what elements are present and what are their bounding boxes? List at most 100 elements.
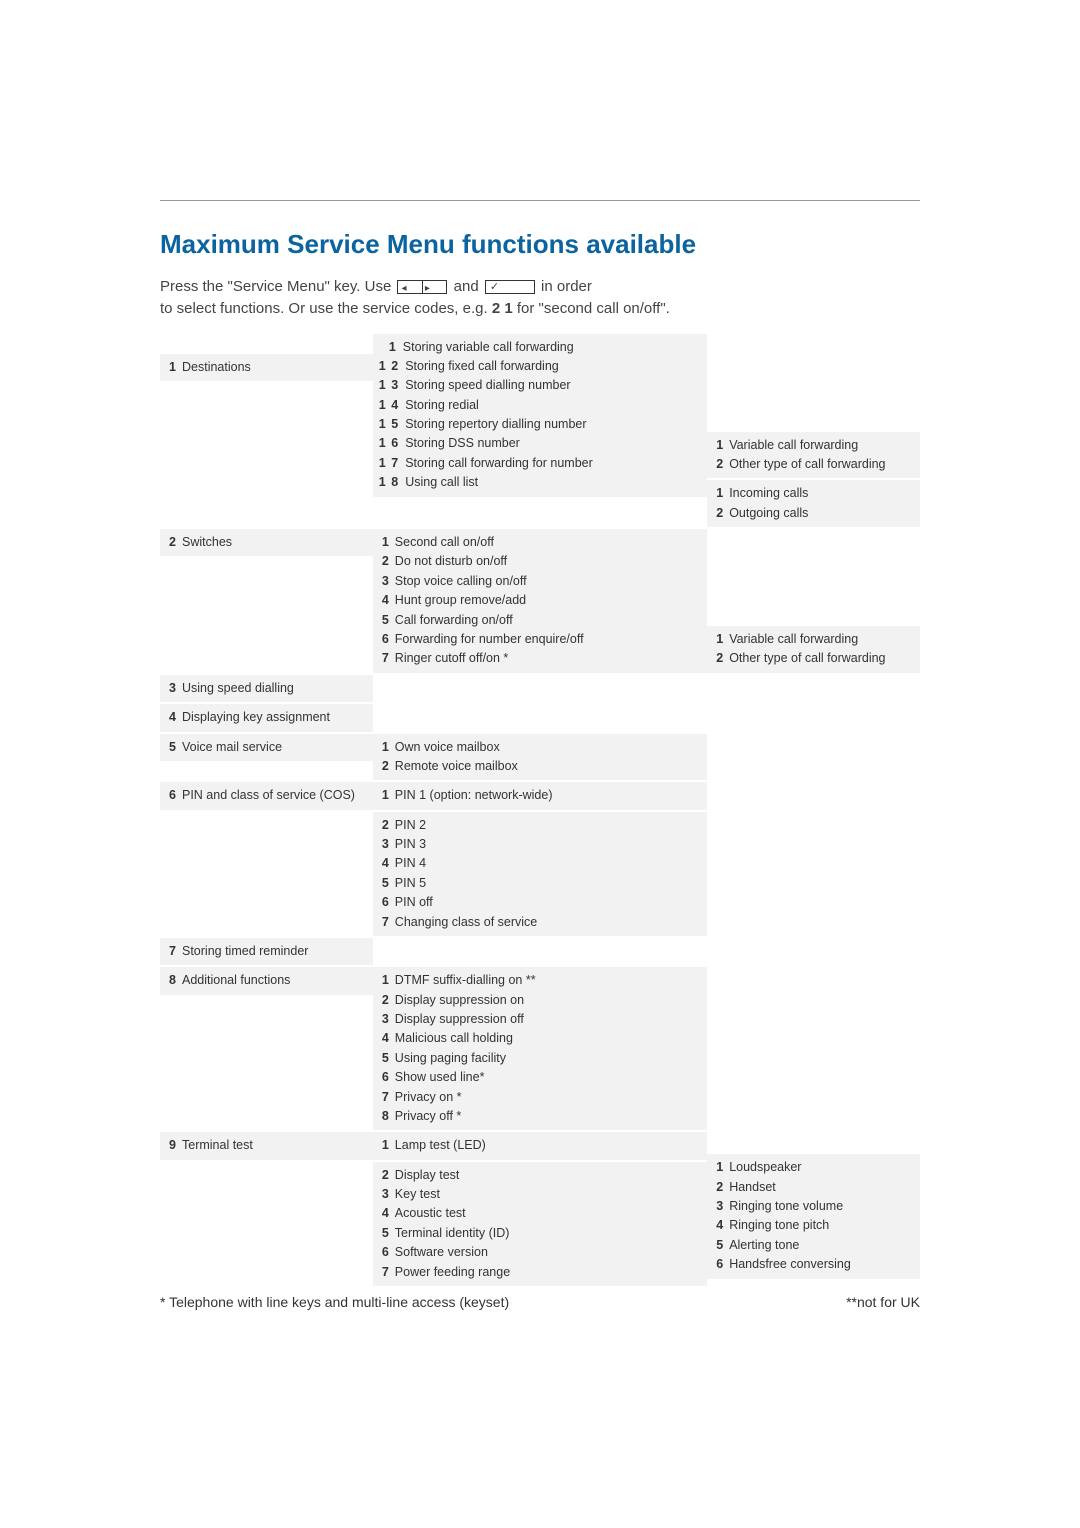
l: Own voice mailbox <box>395 738 701 757</box>
l: Loudspeaker <box>729 1158 914 1177</box>
l: Privacy off * <box>395 1107 701 1126</box>
n: 1 <box>713 1158 729 1177</box>
n: 3 <box>379 1185 395 1204</box>
footnote: * Telephone with line keys and multi-lin… <box>160 1294 920 1310</box>
l: PIN off <box>395 893 701 912</box>
menu-6: 6PIN and class of service (COS) <box>160 782 373 811</box>
n: 4 <box>166 708 182 727</box>
n: 6 <box>379 1068 395 1087</box>
l: Acoustic test <box>395 1204 701 1223</box>
l: Forwarding for number enquire/off <box>395 630 701 649</box>
n: 1 <box>379 786 395 805</box>
l: Using paging facility <box>395 1049 701 1068</box>
n: 1 8 <box>379 473 405 492</box>
n: 1 3 <box>379 376 405 395</box>
n: 8 <box>379 1107 395 1126</box>
l: Ringing tone volume <box>729 1197 914 1216</box>
menu-3: 3Using speed dialling <box>160 675 373 704</box>
l: Storing fixed call forwarding <box>405 357 701 376</box>
n: 6 <box>166 786 182 805</box>
n: 2 <box>713 649 729 668</box>
n: 2 <box>379 1166 395 1185</box>
n: 5 <box>379 1224 395 1243</box>
menu-1-right-2: 1Incoming calls 2Outgoing calls <box>707 480 920 529</box>
l: Display suppression off <box>395 1010 701 1029</box>
l: Storing DSS number <box>405 434 701 453</box>
n: 7 <box>379 913 395 932</box>
n: 4 <box>379 1029 395 1048</box>
l: Software version <box>395 1243 701 1262</box>
n: 1 5 <box>379 415 405 434</box>
menu-2: 2Switches <box>160 529 373 558</box>
n: 1 <box>379 533 395 552</box>
l: Malicious call holding <box>395 1029 701 1048</box>
top-rule <box>160 200 920 201</box>
l: Stop voice calling on/off <box>395 572 701 591</box>
menu-9-right: 1Loudspeaker 2Handset 3Ringing tone volu… <box>707 1154 920 1280</box>
n: 3 <box>166 679 182 698</box>
menu-9-sub1: 1Lamp test (LED) <box>373 1132 707 1161</box>
menu-1-num: 1 <box>166 358 182 377</box>
l: Second call on/off <box>395 533 701 552</box>
l: PIN 5 <box>395 874 701 893</box>
l: Storing call forwarding for number <box>405 454 701 473</box>
menu-1-right-1: 1Variable call forwarding 2Other type of… <box>707 432 920 481</box>
l: Remote voice mailbox <box>395 757 701 776</box>
n: 6 <box>379 893 395 912</box>
intro-bold: 2 1 <box>492 300 513 317</box>
l: Incoming calls <box>729 484 914 503</box>
l: Key test <box>395 1185 701 1204</box>
n: 4 <box>379 1204 395 1223</box>
n: 3 <box>713 1197 729 1216</box>
l: Storing speed dialling number <box>405 376 701 395</box>
menu-table: 1Destinations 1Storing variable call for… <box>160 334 920 1288</box>
menu-5: 5Voice mail service <box>160 734 373 763</box>
n: 2 <box>166 533 182 552</box>
menu-7: 7Storing timed reminder <box>160 938 373 967</box>
l: Ringing tone pitch <box>729 1216 914 1235</box>
n: 1 4 <box>379 396 405 415</box>
n: 6 <box>713 1255 729 1274</box>
l: Storing redial <box>405 396 701 415</box>
l: Other type of call forwarding <box>729 455 914 474</box>
l: Ringer cutoff off/on * <box>395 649 701 668</box>
l: Privacy on * <box>395 1088 701 1107</box>
menu-8: 8Additional functions <box>160 967 373 996</box>
menu-4: 4Displaying key assignment <box>160 704 373 733</box>
menu-1: 1Destinations <box>160 354 373 383</box>
n: 7 <box>379 1263 395 1282</box>
l: PIN 1 (option: network-wide) <box>395 786 701 805</box>
intro-l2a: to select functions. Or use the service … <box>160 300 492 317</box>
l: Handsfree conversing <box>729 1255 914 1274</box>
n: 7 <box>166 942 182 961</box>
l: DTMF suffix-dialling on ** <box>395 971 701 990</box>
l: Lamp test (LED) <box>395 1136 701 1155</box>
n: 2 <box>713 504 729 523</box>
l: Additional functions <box>182 971 367 990</box>
menu-9: 9Terminal test <box>160 1132 373 1161</box>
menu-6-sub1: 1PIN 1 (option: network-wide) <box>373 782 707 811</box>
n: 1 7 <box>379 454 405 473</box>
intro-text: Press the "Service Menu" key. Use ◂▸ and… <box>160 276 920 320</box>
nav-key-icon: ◂▸ <box>397 280 447 294</box>
n: 1 <box>713 484 729 503</box>
l: Other type of call forwarding <box>729 649 914 668</box>
menu-6-sub2: 2PIN 2 3PIN 3 4PIN 4 5PIN 5 6PIN off 7Ch… <box>373 812 707 938</box>
l: Switches <box>182 533 367 552</box>
l: Using call list <box>405 473 701 492</box>
n: 3 <box>379 1010 395 1029</box>
footnote-left: * Telephone with line keys and multi-lin… <box>160 1294 509 1310</box>
l: PIN 2 <box>395 816 701 835</box>
menu-8-sub: 1DTMF suffix-dialling on ** 2Display sup… <box>373 967 707 1132</box>
l: Variable call forwarding <box>729 630 914 649</box>
n: 5 <box>379 874 395 893</box>
n: 1 <box>713 436 729 455</box>
page-title: Maximum Service Menu functions available <box>160 229 920 260</box>
l: Terminal identity (ID) <box>395 1224 701 1243</box>
l: Show used line* <box>395 1068 701 1087</box>
intro-l2b: for "second call on/off". <box>513 300 670 317</box>
l: Changing class of service <box>395 913 701 932</box>
n: 3 <box>379 572 395 591</box>
n: 1 <box>379 1136 395 1155</box>
l: Terminal test <box>182 1136 367 1155</box>
